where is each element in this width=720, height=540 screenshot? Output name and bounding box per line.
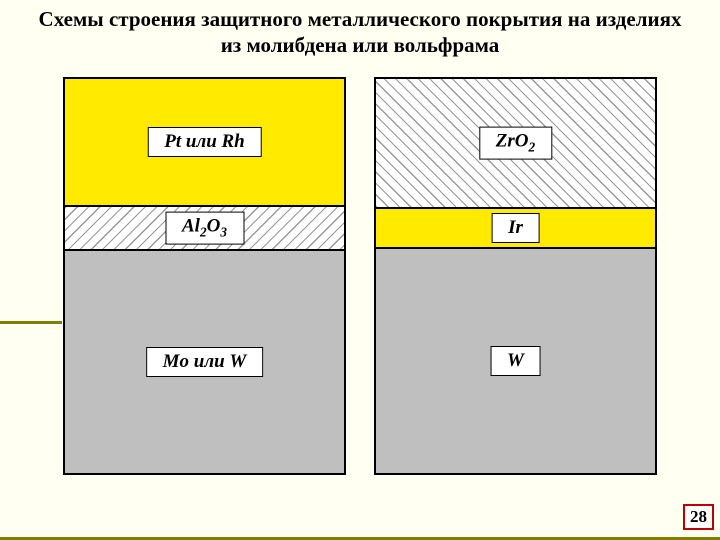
diagram-container: Pt или Rh Al2O3 Mo или W ZrO2 Ir W <box>0 77 720 475</box>
left-panel: Pt или Rh Al2O3 Mo или W <box>63 77 346 475</box>
diagram-title: Схемы строения защитного металлического … <box>0 0 720 63</box>
left-layer-0: Pt или Rh <box>65 79 344 208</box>
right-layer-0-label: ZrO2 <box>479 126 552 159</box>
left-layer-2-label: Mo или W <box>146 347 264 377</box>
page-number: 28 <box>683 504 714 530</box>
left-layer-1: Al2O3 <box>65 207 344 251</box>
right-layer-0: ZrO2 <box>376 79 655 210</box>
right-layer-2: W <box>376 249 655 473</box>
left-layer-0-label: Pt или Rh <box>147 127 262 157</box>
right-panel: ZrO2 Ir W <box>374 77 657 475</box>
left-layer-2: Mo или W <box>65 251 344 473</box>
left-layer-1-label: Al2O3 <box>165 212 244 245</box>
right-layer-2-label: W <box>490 346 541 376</box>
right-layer-1: Ir <box>376 209 655 249</box>
accent-bar <box>0 321 62 324</box>
right-layer-1-label: Ir <box>491 213 540 243</box>
